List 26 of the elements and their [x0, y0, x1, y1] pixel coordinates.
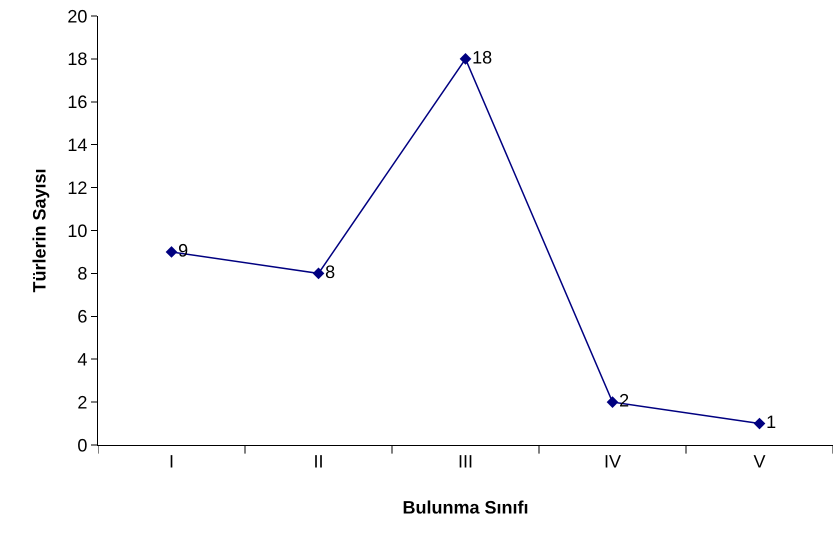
y-tick-label: 4 — [77, 350, 88, 370]
x-tick-label: I — [168, 452, 174, 472]
y-tick-label: 14 — [67, 135, 88, 155]
y-tick-label: 16 — [67, 92, 88, 112]
data-label: 18 — [472, 47, 492, 68]
x-tick-label: V — [753, 452, 766, 472]
x-axis-title: Bulunma Sınıfı — [402, 498, 528, 518]
data-label: 1 — [766, 412, 776, 432]
x-tick-label: II — [313, 452, 324, 472]
y-tick-label: 18 — [67, 49, 88, 70]
point — [312, 268, 324, 280]
y-axis-title: Türlerin Sayısı — [30, 168, 50, 293]
point — [606, 396, 618, 408]
y-tick-label: 6 — [77, 306, 88, 327]
y-tick-label: 12 — [67, 178, 88, 198]
y-tick-label: 8 — [77, 264, 88, 284]
x-tick-label: IV — [604, 452, 622, 472]
point — [754, 418, 766, 430]
y-tick-label: 10 — [67, 220, 88, 241]
point — [460, 53, 472, 65]
y-tick-label: 0 — [77, 435, 88, 456]
point — [166, 246, 178, 258]
data-label: 8 — [325, 262, 336, 282]
x-tick-label: III — [458, 452, 474, 472]
y-tick-label: 2 — [77, 392, 88, 412]
y-tick-label: 20 — [67, 6, 88, 26]
